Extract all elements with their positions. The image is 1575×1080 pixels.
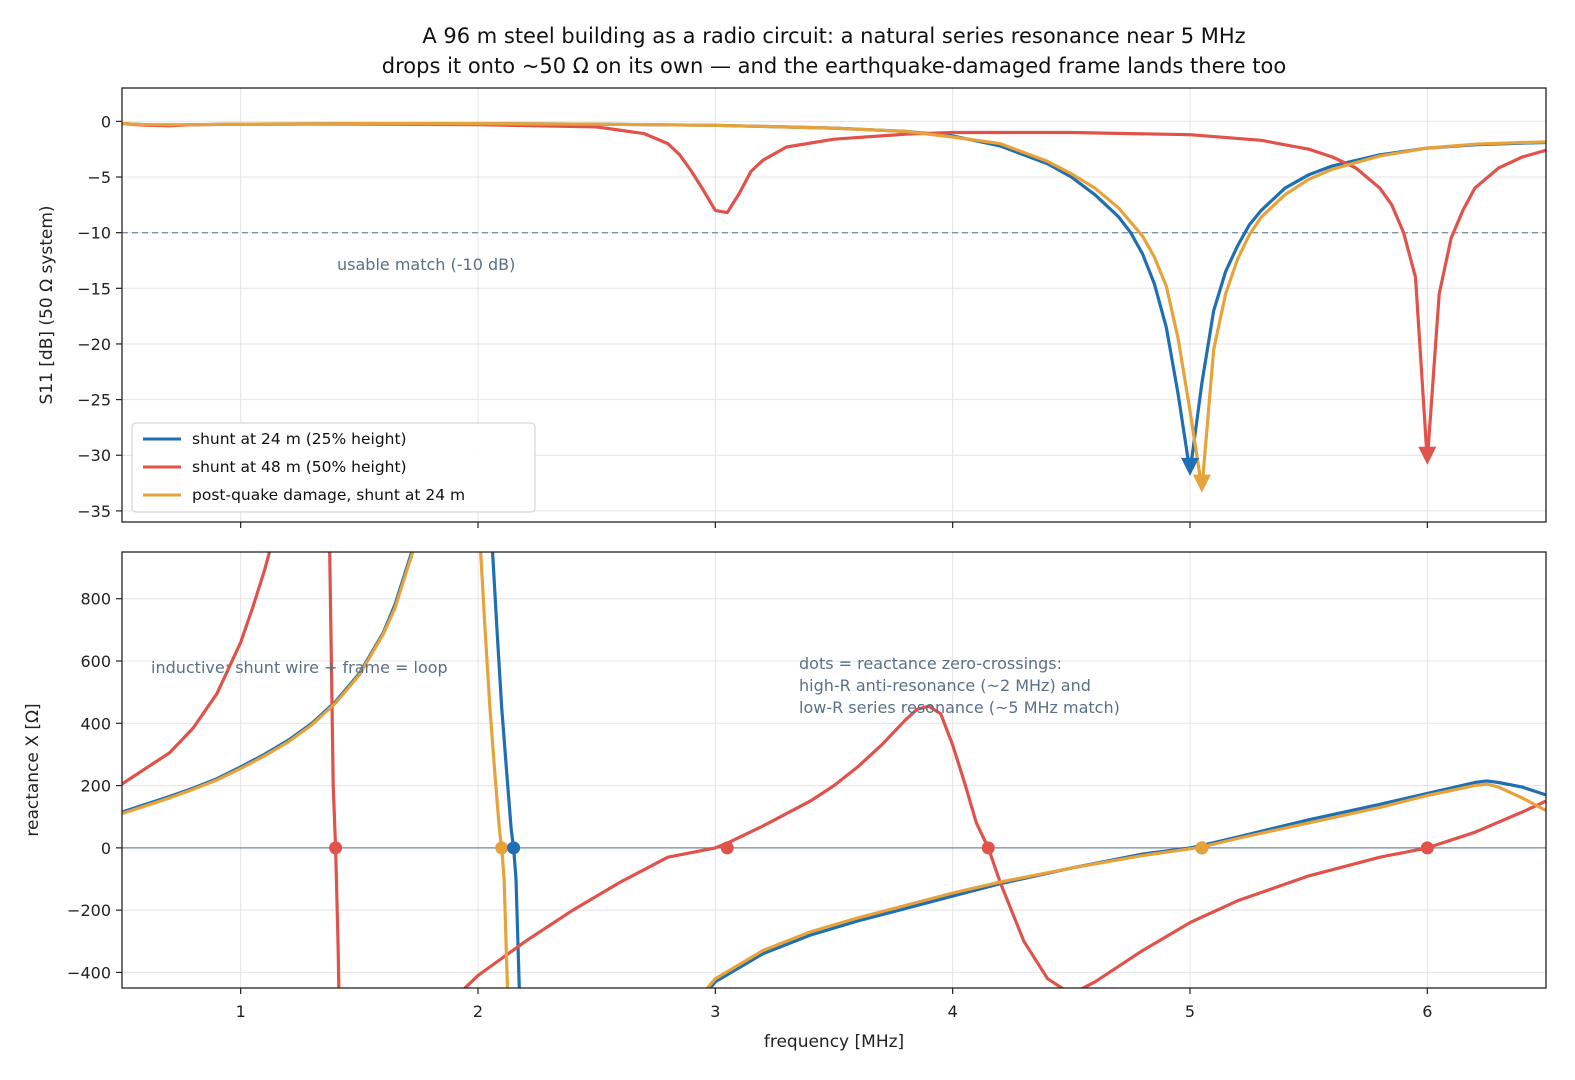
reactance-line-1-segment-1 — [328, 552, 341, 988]
reactance-line-2-segment-2 — [705, 782, 1546, 988]
y-tick-label: −400 — [67, 963, 111, 982]
y-tick-label: 600 — [80, 652, 111, 671]
chart-title-line-2: drops it onto ~50 Ω on its own — and the… — [382, 54, 1286, 78]
legend-label-post-quake: post-quake damage, shunt at 24 m — [192, 486, 465, 504]
zero-crossing-dot-4 — [981, 841, 995, 855]
zero-crossing-annotation-line-3: low-R series resonance (~5 MHz match) — [799, 698, 1120, 717]
reactance-y-axis-label: reactance X [Ω] — [23, 703, 43, 836]
x-tick-label: 4 — [948, 1002, 958, 1021]
reactance-axes-frame — [121, 551, 1547, 989]
zero-crossing-annotation-line-1: dots = reactance zero-crossings: — [799, 654, 1062, 673]
s11-series-lines — [122, 122, 1546, 491]
legend-label-shunt-24m: shunt at 24 m (25% height) — [192, 430, 407, 448]
x-tick-label: 2 — [473, 1002, 483, 1021]
legend-label-shunt-48m: shunt at 48 m (50% height) — [192, 458, 407, 476]
y-tick-label: −5 — [87, 168, 111, 187]
y-tick-label: 0 — [101, 839, 111, 858]
inductive-annotation: inductive: shunt wire + frame = loop — [151, 658, 448, 677]
y-tick-label: 200 — [80, 777, 111, 796]
y-tick-label: −30 — [77, 446, 111, 465]
reactance-line-1-segment-0 — [122, 552, 272, 786]
reactance-line-0-segment-1 — [490, 552, 521, 988]
s11-line-1 — [122, 122, 1546, 463]
legend-box — [131, 422, 536, 513]
zero-crossing-annotation-line-2: high-R anti-resonance (~2 MHz) and — [799, 676, 1091, 695]
zero-crossing-dot-2 — [507, 841, 521, 855]
x-axis-label: frequency [MHz] — [764, 1032, 904, 1052]
reactance-line-1-segment-2 — [462, 704, 1546, 988]
reactance-grid — [122, 552, 1546, 988]
s11-axes-frame — [121, 87, 1547, 523]
s11-tick-labels: 0 −5 −10 −15 −20 −25 −30 −35 — [77, 112, 1428, 528]
reactance-zero-crossing-dots — [329, 841, 1434, 855]
zero-crossing-dot-1 — [495, 841, 509, 855]
y-tick-label: 0 — [101, 112, 111, 131]
x-tick-label: 1 — [236, 1002, 246, 1021]
y-tick-label: 400 — [80, 714, 111, 733]
y-tick-label: −15 — [77, 279, 111, 298]
minimum-marker-0 — [1181, 457, 1199, 476]
zero-crossing-dot-7 — [1420, 841, 1434, 855]
zero-crossing-dot-3 — [720, 841, 734, 855]
y-tick-label: −20 — [77, 335, 111, 354]
reactance-series-lines — [122, 552, 1546, 988]
s11-panel: usable match (-10 dB) 0 −5 −10 −15 −20 −25 −30… — [37, 87, 1547, 528]
minimum-marker-1 — [1192, 474, 1211, 493]
s11-line-2 — [122, 122, 1546, 491]
y-tick-label: 800 — [80, 590, 111, 609]
s11-line-0 — [122, 122, 1546, 474]
y-tick-label: −200 — [67, 901, 111, 920]
legend: shunt at 24 m (25% height) shunt at 48 m… — [131, 422, 536, 513]
reactance-line-2-segment-0 — [122, 552, 415, 816]
minimum-marker-2 — [1418, 446, 1437, 465]
y-tick-label: −25 — [77, 391, 111, 410]
x-tick-label: 6 — [1422, 1002, 1432, 1021]
reactance-line-0-segment-2 — [707, 779, 1546, 988]
y-tick-label: −10 — [77, 224, 111, 243]
s11-y-axis-label: S11 [dB] (50 Ω system) — [37, 205, 57, 404]
x-tick-label: 3 — [710, 1002, 720, 1021]
reactance-tick-labels: 1 2 3 4 5 6 800 600 400 200 0 −200 −400 — [67, 590, 1432, 1021]
zero-crossing-dot-0 — [329, 841, 343, 855]
reactance-line-2-segment-1 — [479, 552, 510, 988]
chart-title-line-1: A 96 m steel building as a radio circuit… — [422, 24, 1245, 48]
s11-minima-markers — [1181, 446, 1437, 493]
reactance-panel: inductive: shunt wire + frame = loop dot… — [23, 551, 1547, 1052]
usable-match-annotation: usable match (-10 dB) — [337, 255, 515, 274]
y-tick-label: −35 — [77, 502, 111, 521]
x-tick-label: 5 — [1185, 1002, 1195, 1021]
zero-crossing-dot-6 — [1195, 841, 1209, 855]
